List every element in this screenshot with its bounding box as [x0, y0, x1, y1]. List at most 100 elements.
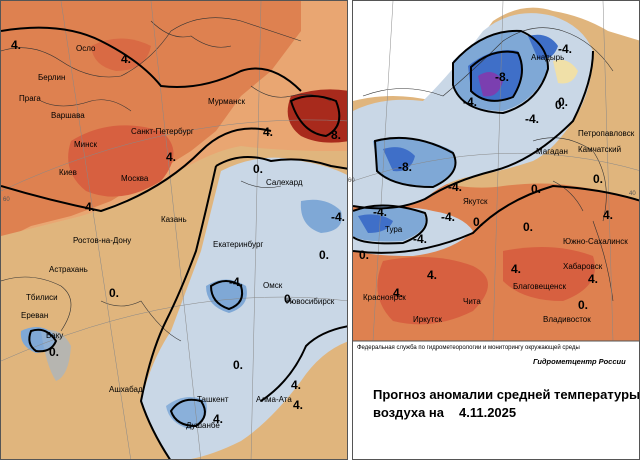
caption-box	[353, 341, 639, 459]
coastlines	[362, 27, 614, 302]
city-label: Санкт-Петербург	[131, 127, 194, 136]
city-label: Берлин	[38, 73, 66, 82]
city-label: Салехард	[266, 178, 303, 187]
isoline-value: 4.	[166, 150, 177, 164]
graticule	[1, 1, 347, 459]
isoline-value: 0.	[359, 248, 370, 262]
city-label: Омск	[263, 281, 283, 290]
city-label: Новосибирск	[286, 297, 335, 306]
city-label: Петропавловск	[578, 129, 635, 138]
city-label: Красноярск	[363, 293, 406, 302]
isoline-value: 0.	[593, 172, 604, 186]
isoline-value: 4.	[213, 412, 224, 426]
city-label: Ташкент	[197, 395, 229, 404]
city-label: Ереван	[21, 311, 49, 320]
warm-weak-patch	[553, 59, 578, 84]
city-label: Киев	[59, 168, 77, 177]
city-label: Хабаровск	[563, 262, 603, 271]
hot-core-krasnoyarsk	[377, 257, 488, 325]
city-label: Магадан	[536, 147, 568, 156]
left-map-canvas	[1, 1, 347, 459]
isoline-value: -4.	[558, 42, 573, 56]
warm-anomaly-plus4-zone	[1, 1, 301, 241]
isoline-value: -4.	[441, 210, 456, 224]
isoline-value: -4.	[448, 180, 463, 194]
cold-zone-west-siberia	[300, 199, 342, 233]
city-label: Владивосток	[543, 315, 591, 324]
city-label: Душанбе	[186, 421, 220, 430]
city-label: Осло	[76, 44, 96, 53]
isoline-value: 0.	[578, 298, 589, 312]
isoline-value: 0.	[109, 286, 120, 300]
isoline-value: -4.	[463, 95, 478, 109]
isoline-value: 4.	[11, 38, 22, 52]
isoline-value: 4.	[603, 208, 614, 222]
city-label: Астрахань	[49, 265, 88, 274]
map-title-line2: воздуха на	[373, 405, 445, 420]
isoline-value: 0.	[531, 182, 542, 196]
isoline-value: 0.	[49, 345, 60, 359]
city-label: Мурманск	[208, 97, 245, 106]
hot-core-moscow	[68, 125, 174, 197]
city-label: Москва	[121, 174, 149, 183]
city-label: Камчатский	[578, 145, 622, 154]
isoline-value: 4.	[121, 52, 132, 66]
isoline-value: 0.	[473, 215, 484, 229]
isoline-value: 4.	[291, 378, 302, 392]
city-label: Баку	[46, 331, 64, 340]
city-label: Екатеринбург	[213, 240, 264, 249]
anomaly-isolines	[1, 26, 347, 459]
isoline-value: 0.	[555, 98, 566, 112]
isoline-value: 4.	[293, 398, 304, 412]
isoline-value: 0.	[284, 292, 295, 306]
city-label: Якутск	[463, 197, 488, 206]
map-title-date: 4.11.2025	[459, 405, 517, 420]
isoline-value: -4.	[413, 232, 428, 246]
isoline-value: -4.	[373, 205, 388, 219]
cold-core-purple	[478, 72, 503, 97]
anomaly-isolines	[353, 29, 639, 254]
latitude-label: 60	[348, 178, 355, 184]
isoline-value: 4.	[263, 125, 274, 139]
isoline-value: -8.	[398, 160, 413, 174]
isoline-value: 4.	[85, 200, 96, 214]
isoline-value: 0.	[319, 248, 330, 262]
isoline-value: -8.	[495, 70, 510, 84]
caspian-sea	[41, 330, 71, 381]
city-label: Ашхабад	[109, 385, 143, 394]
city-label: Алма-Ата	[256, 395, 292, 404]
city-label: Чита	[463, 297, 481, 306]
isoline-value: 8.	[331, 128, 342, 142]
isoline-value: 0.	[253, 162, 264, 176]
city-label: Ростов-на-Дону	[73, 236, 132, 245]
hot-core-amur	[503, 247, 595, 301]
latitude-label: 40	[629, 191, 636, 197]
city-label: Благовещенск	[513, 282, 566, 291]
left-map-panel: Осло Берлин Прага Варшава Мурманск Санкт…	[0, 0, 348, 460]
city-label: Казань	[161, 215, 187, 224]
center-credit: Гидрометцентр России	[533, 357, 626, 366]
cold-zone-minus8-west	[383, 147, 415, 172]
latitude-label: 60	[3, 197, 10, 203]
isoline-value: 0.	[233, 358, 244, 372]
isoline-value: 0.	[523, 220, 534, 234]
city-label: Минск	[74, 140, 98, 149]
cold-zone-tura-core	[358, 214, 393, 233]
city-label: Южно-Сахалинск	[563, 237, 628, 246]
city-label: Иркутск	[413, 315, 442, 324]
graticule	[353, 1, 639, 342]
city-label: Анадырь	[531, 53, 565, 62]
map-title-line1: Прогноз аномалии средней температуры	[373, 387, 640, 402]
hot-core-kara-sea	[287, 89, 347, 143]
right-map-panel: Анадырь Петропавловск Камчатский Магадан…	[352, 0, 640, 460]
right-map-canvas	[353, 1, 639, 459]
isoline-value: -4.	[331, 210, 346, 224]
isoline-value: 4.	[588, 272, 599, 286]
city-label: Тбилиси	[26, 293, 58, 302]
isoline-value: -4.	[229, 275, 244, 289]
isoline-value: 4.	[393, 286, 404, 300]
city-label: Прага	[19, 94, 41, 103]
isoline-value: 0.	[558, 95, 569, 109]
isoline-value: 4.	[511, 262, 522, 276]
